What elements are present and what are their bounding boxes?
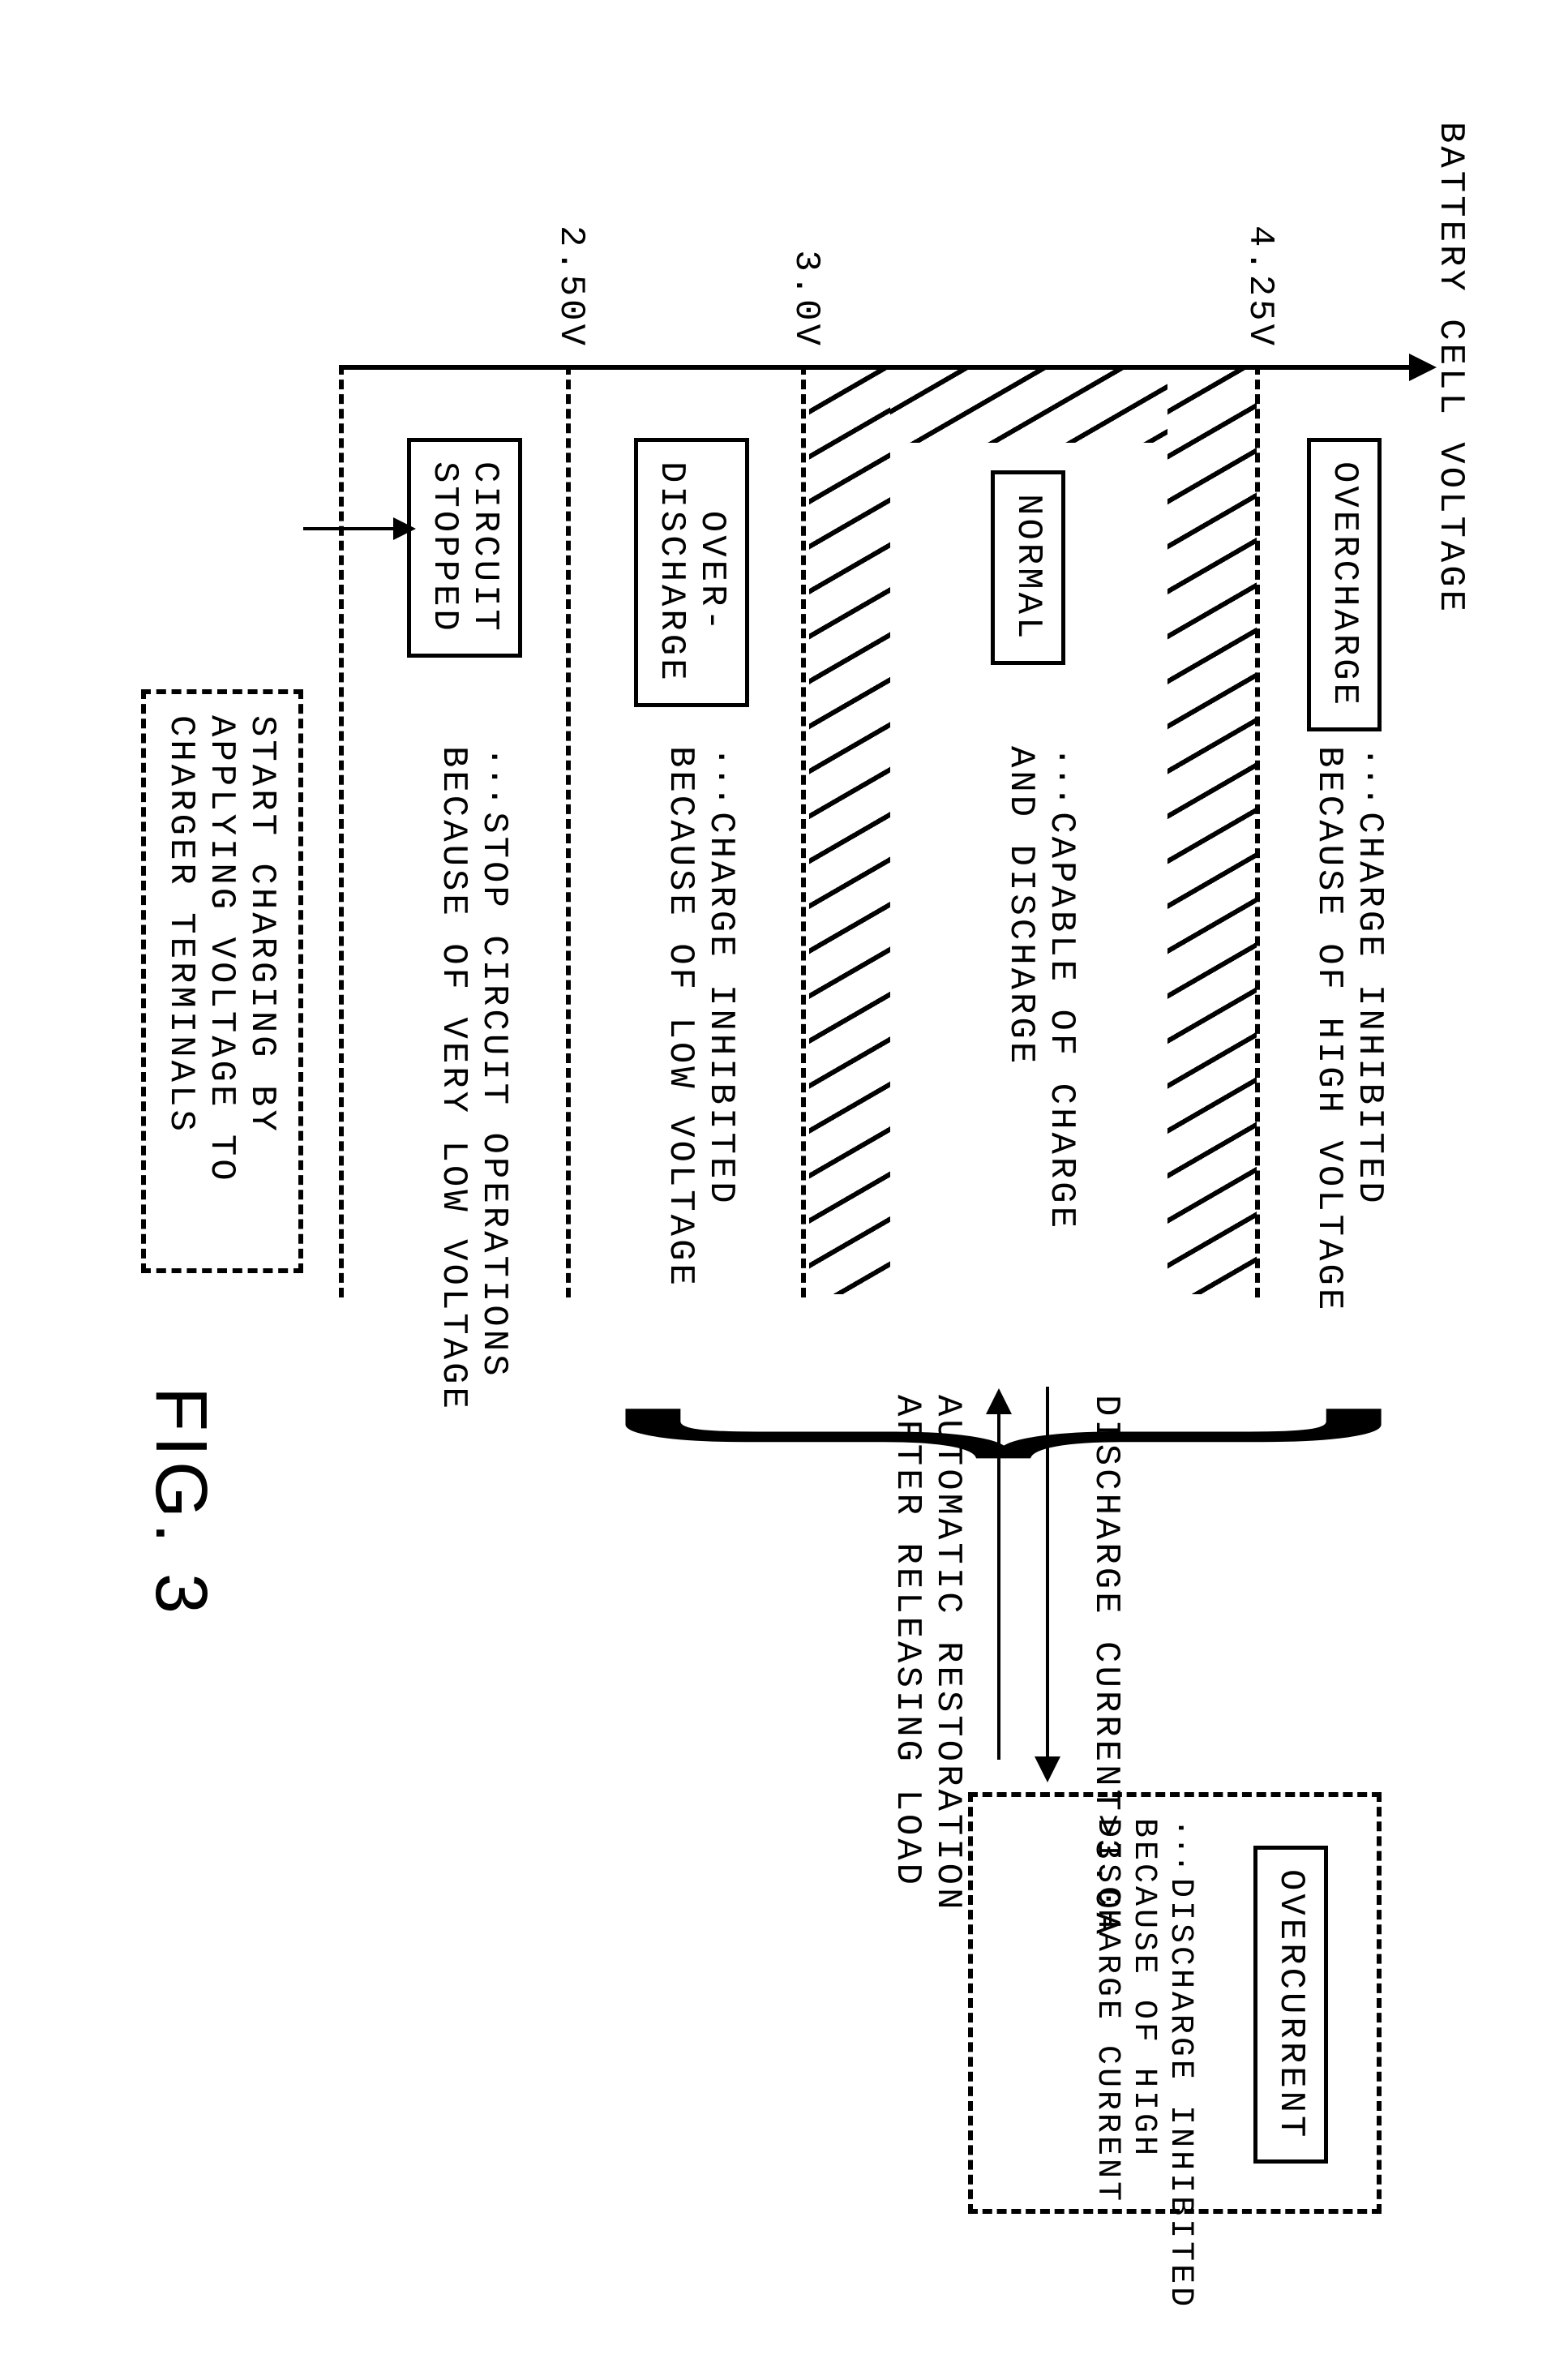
start-charging-text: START CHARGING BY APPLYING VOLTAGE TO CH… (161, 715, 282, 1184)
start-charging-box: START CHARGING BY APPLYING VOLTAGE TO CH… (141, 689, 303, 1273)
stopped-desc: STOP CIRCUIT OPERATIONS BECAUSE OF VERY … (433, 746, 514, 1412)
battery-state-diagram: BATTERY CELL VOLTAGE 4.25V 3.0V 2.50V OV… (109, 122, 1487, 2230)
threshold-line-3-0 (801, 365, 806, 1297)
overcurrent-group: OVERCURRENT DISCHARGE INHIBITED BECAUSE … (968, 1792, 1382, 2214)
state-overcharge: OVERCHARGE (1307, 438, 1382, 731)
state-normal: NORMAL (991, 470, 1065, 665)
overdischarge-desc: CHARGE INHIBITED BECAUSE OF LOW VOLTAGE (660, 746, 741, 1289)
overcurrent-desc: DISCHARGE INHIBITED BECAUSE OF HIGH DISC… (1089, 1818, 1198, 2310)
tick-3-0v: 3.0V (786, 146, 826, 349)
overcharge-desc: CHARGE INHIBITED BECAUSE OF HIGH VOLTAGE (1309, 746, 1390, 1313)
arrow-start-to-stopped (303, 527, 396, 530)
state-overcurrent: OVERCURRENT (1253, 1846, 1328, 2164)
normal-desc: CAPABLE OF CHARGE AND DISCHARGE (1000, 746, 1082, 1231)
state-circuit-stopped: CIRCUIT STOPPED (407, 438, 522, 658)
hatch-left (890, 370, 1167, 443)
threshold-line-2-50 (566, 365, 571, 1297)
tick-4-25v: 4.25V (1240, 146, 1280, 349)
tick-2-50v: 2.50V (551, 146, 591, 349)
figure-label: FIG. 3 (139, 1387, 222, 1619)
state-overdischarge: OVER- DISCHARGE (634, 438, 749, 707)
hatch-top (1167, 370, 1257, 1294)
from-overcurrent-label: AUTOMATIC RESTORATION AFTER RELEASING LO… (887, 1395, 968, 1913)
hatch-bottom (809, 370, 890, 1294)
threshold-line-bottom (339, 365, 344, 1297)
arrow-from-overcurrent (997, 1411, 1000, 1760)
arrow-to-overcurrent (1046, 1387, 1049, 1760)
diagram-page: BATTERY CELL VOLTAGE 4.25V 3.0V 2.50V OV… (0, 0, 1568, 2376)
